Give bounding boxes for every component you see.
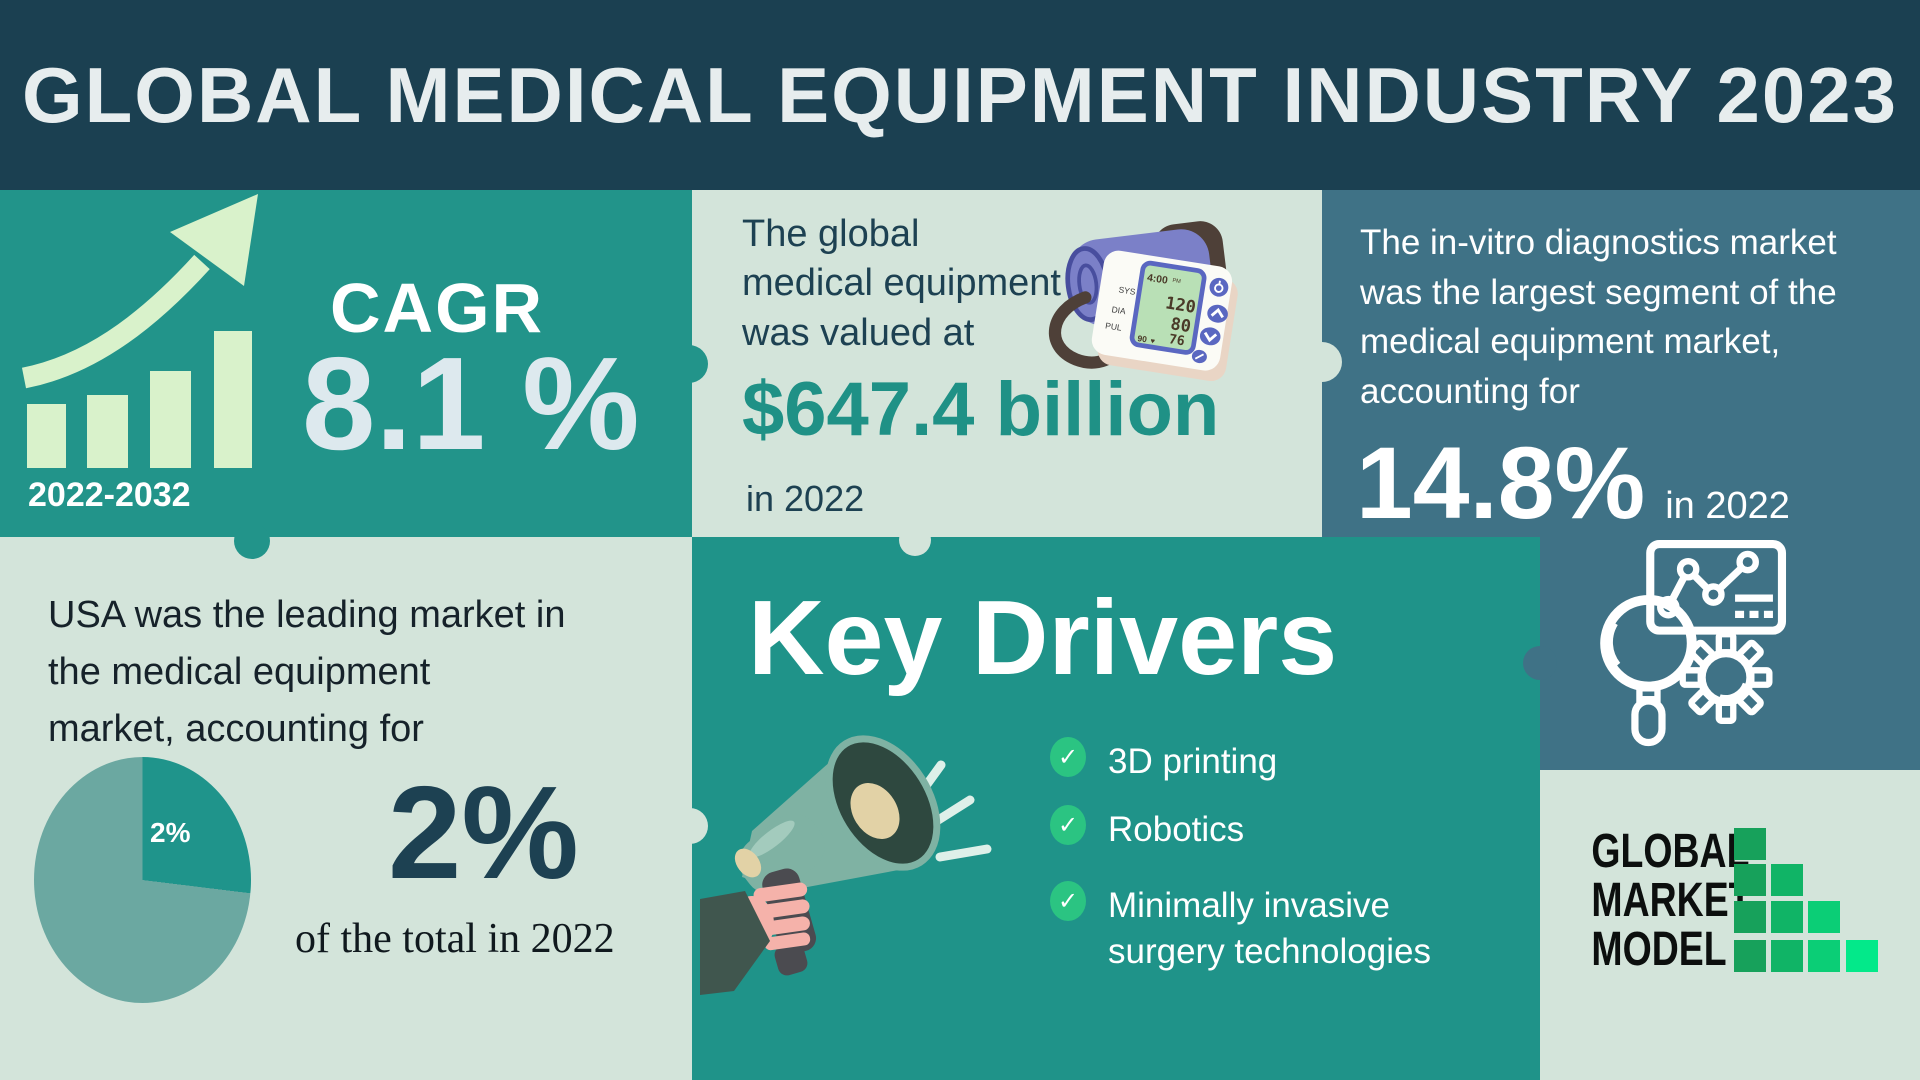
monitor-dia-label: DIA (1111, 304, 1127, 316)
gear-icon (1679, 631, 1773, 724)
magnifier-icon (1600, 594, 1697, 747)
key-driver-item: ✓ 3D printing (1050, 737, 1480, 785)
logo-square (1734, 940, 1766, 972)
heart-icon: ♥ (1150, 336, 1156, 346)
key-drivers-title: Key Drivers (748, 579, 1338, 697)
usa-caption: of the total in 2022 (295, 916, 615, 962)
logo-square (1734, 864, 1766, 896)
monitor-sys-label: SYS (1118, 284, 1137, 297)
cagr-value: 8.1 % (302, 330, 640, 477)
monitor-time-suffix: PM (1172, 278, 1182, 285)
market-value-year: in 2022 (746, 478, 865, 519)
cagr-panel: 2022-2032 CAGR 8.1 % (0, 190, 692, 537)
usa-share: 2% (388, 759, 579, 906)
pie-slice-label: 2% (150, 817, 191, 848)
logo-square (1734, 901, 1766, 933)
in-vitro-text-line: medical equipment market, (1360, 322, 1781, 362)
market-value-intro-line: medical equipment (742, 262, 1061, 305)
cagr-label: CAGR (330, 269, 545, 347)
puzzle-connector-dot (672, 808, 708, 844)
in-vitro-year: in 2022 (1665, 485, 1790, 527)
market-value-intro: The global medical equipment was valued … (742, 210, 1082, 358)
market-value-intro-line: was valued at (742, 311, 975, 354)
monitor-time: 4:00 (1146, 273, 1168, 287)
logo-square (1808, 901, 1840, 933)
logo-square (1846, 940, 1878, 972)
header-bar: GLOBAL MEDICAL EQUIPMENT INDUSTRY 2023 (0, 0, 1920, 190)
usa-text-line: market, accounting for (48, 708, 424, 750)
check-icon: ✓ (1050, 881, 1086, 921)
usa-pie-chart: 2% (34, 757, 251, 1003)
logo-line: MARKET (1591, 873, 1752, 927)
market-value-panel: The global medical equipment was valued … (692, 190, 1322, 537)
blood-pressure-monitor-illustration: 4:00 PM SYS 120 DIA 80 PUL 76 90 ♥ (1048, 221, 1238, 382)
puzzle-connector-dot (899, 524, 931, 556)
logo-square (1771, 864, 1803, 896)
market-analysis-icon (1600, 539, 1787, 747)
logo-square (1771, 901, 1803, 933)
check-icon: ✓ (1050, 737, 1086, 777)
logo-square (1771, 940, 1803, 972)
logo-square (1808, 940, 1840, 972)
key-driver-item: ✓ Robotics (1050, 805, 1480, 853)
in-vitro-text-line: accounting for (1360, 372, 1580, 412)
megaphone-illustration (700, 735, 992, 995)
monitor-pul-label: PUL (1105, 320, 1123, 332)
logo-squares-icon (1734, 828, 1884, 974)
market-value-amount: $647.4 billion (742, 367, 1220, 452)
usa-text-line: USA was the leading market in (48, 594, 566, 636)
monitor-sys-value: 120 (1164, 292, 1197, 317)
monitor-pulse-value: 90 (1137, 333, 1148, 344)
in-vitro-text: The in-vitro diagnostics market was the … (1360, 218, 1870, 417)
market-value-intro-line: The global (742, 213, 920, 255)
key-driver-label: Robotics (1108, 810, 1245, 849)
check-icon: ✓ (1050, 805, 1086, 845)
usa-text: USA was the leading market in the medica… (48, 587, 566, 758)
monitor-dia-value: 80 (1169, 313, 1192, 336)
in-vitro-share: 14.8% (1356, 426, 1646, 540)
page-title: GLOBAL MEDICAL EQUIPMENT INDUSTRY 2023 (21, 50, 1899, 139)
key-driver-label: 3D printing (1108, 742, 1278, 781)
monitor-pul-value: 76 (1168, 332, 1186, 349)
logo-line: GLOBAL (1591, 825, 1750, 878)
in-vitro-text-line: was the largest segment of the (1360, 272, 1837, 312)
puzzle-connector-dot (234, 523, 270, 559)
key-drivers-panel: Key Drivers (692, 537, 1540, 1080)
puzzle-connector-dot (1523, 646, 1557, 680)
puzzle-connector-dot (1302, 342, 1342, 382)
key-driver-item: ✓ Minimally invasive surgery technologie… (1050, 881, 1480, 974)
usa-text-line: the medical equipment (48, 651, 431, 693)
brand-panel: GLOBAL MARKET MODEL (1540, 770, 1920, 1080)
puzzle-connector-dot (670, 345, 708, 383)
cagr-period: 2022-2032 (28, 476, 191, 514)
in-vitro-text-line: The in-vitro diagnostics market (1360, 223, 1837, 262)
logo-square (1734, 828, 1766, 860)
usa-panel: USA was the leading market in the medica… (0, 537, 692, 1080)
key-driver-label: Minimally invasive surgery technologies (1108, 886, 1431, 971)
in-vitro-stat: 14.8% in 2022 (1356, 432, 1790, 534)
growth-bars-arrow-icon (21, 194, 258, 468)
global-market-model-logo: GLOBAL MARKET MODEL (1554, 825, 1752, 976)
logo-line: MODEL (1591, 922, 1727, 976)
